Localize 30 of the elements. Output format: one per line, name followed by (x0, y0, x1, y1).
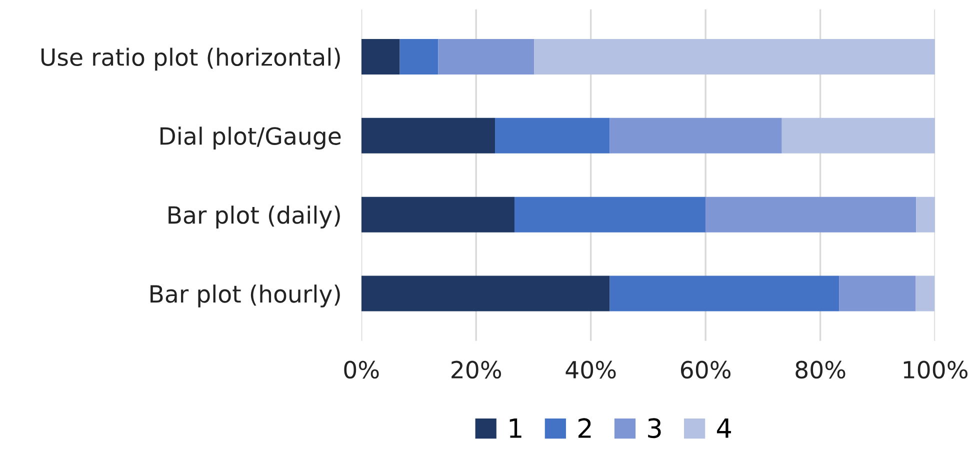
y-tick-label: Use ratio plot (horizontal) (41, 48, 340, 71)
bar (916, 276, 934, 312)
bar (361, 38, 400, 74)
bar (495, 118, 610, 154)
bar (514, 196, 706, 232)
y-tick-label: Dial plot/Gauge (160, 126, 341, 150)
y-tick-label: Bar plot (daily) (168, 206, 340, 228)
bar (361, 118, 496, 154)
legend-label: 4 (716, 418, 731, 438)
bar (610, 118, 782, 154)
x-tick-label: 80% (796, 360, 846, 379)
bar (534, 38, 936, 74)
bar (361, 196, 515, 232)
x-tick-label: 20% (452, 360, 502, 379)
bar (782, 118, 936, 154)
legend-label: 3 (648, 418, 661, 438)
x-tick-label: 0% (344, 360, 379, 379)
x-tick-label: 40% (566, 360, 616, 379)
bar (610, 276, 840, 312)
legend-label: 2 (578, 418, 591, 438)
bar (438, 38, 534, 74)
bar (916, 196, 936, 232)
x-tick-label: 60% (680, 360, 730, 379)
x-tick-label: 100% (904, 360, 968, 379)
bar (361, 276, 610, 312)
bar (400, 38, 438, 74)
legend-label: 1 (510, 418, 522, 438)
bar (839, 276, 916, 312)
bar (706, 196, 916, 232)
y-tick-label: Bar plot (hourly) (150, 284, 340, 308)
